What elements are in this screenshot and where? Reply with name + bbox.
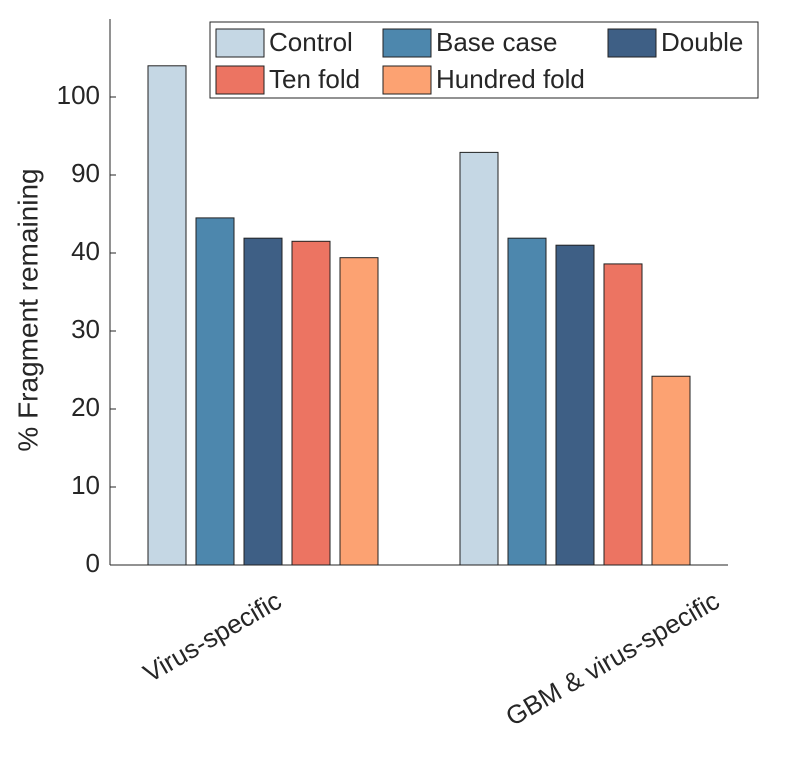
legend-swatch bbox=[607, 28, 657, 58]
bar bbox=[651, 375, 691, 566]
y-tick-label: 20 bbox=[71, 392, 100, 422]
legend-label: Base case bbox=[436, 27, 557, 57]
bar bbox=[459, 151, 499, 566]
x-tick-label: Virus-specific bbox=[138, 585, 286, 688]
legend-box bbox=[209, 21, 759, 99]
legend-label: Double bbox=[661, 27, 743, 57]
bar bbox=[603, 263, 643, 566]
bar bbox=[291, 240, 331, 566]
y-tick-label: 90 bbox=[71, 158, 100, 188]
y-axis-label: % Fragment remaining bbox=[12, 168, 43, 451]
legend-label: Hundred fold bbox=[436, 64, 585, 94]
y-tick-label: 10 bbox=[71, 470, 100, 500]
y-tick-label: 0 bbox=[86, 548, 100, 578]
bar bbox=[195, 217, 235, 566]
y-tick-label: 100 bbox=[57, 80, 100, 110]
legend-swatch bbox=[215, 65, 265, 95]
legend-label: Control bbox=[269, 27, 353, 57]
bar bbox=[339, 257, 379, 566]
y-tick-label: 40 bbox=[71, 236, 100, 266]
legend-label: Ten fold bbox=[269, 64, 360, 94]
legend-swatch bbox=[382, 28, 432, 58]
legend-swatch bbox=[382, 65, 432, 95]
x-tick-label: GBM & virus-specific bbox=[500, 585, 724, 732]
bar bbox=[147, 65, 187, 566]
bar bbox=[507, 237, 547, 566]
y-tick-label: 30 bbox=[71, 314, 100, 344]
bar bbox=[243, 237, 283, 566]
bar bbox=[555, 244, 595, 566]
legend-swatch bbox=[215, 28, 265, 58]
